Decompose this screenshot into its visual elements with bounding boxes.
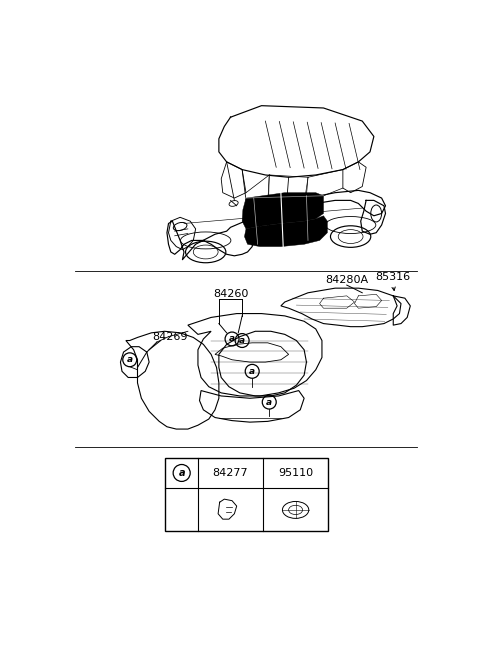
Text: a: a xyxy=(266,398,272,407)
Text: 85316: 85316 xyxy=(376,272,411,282)
Text: a: a xyxy=(249,367,255,376)
Text: a: a xyxy=(229,335,235,344)
Polygon shape xyxy=(242,193,324,229)
Text: a: a xyxy=(239,336,245,345)
Text: 84280A: 84280A xyxy=(325,276,368,285)
Text: 84260: 84260 xyxy=(213,289,248,299)
Text: 84277: 84277 xyxy=(213,468,248,478)
Bar xyxy=(166,458,328,531)
Text: a: a xyxy=(179,468,185,478)
Text: a: a xyxy=(127,356,133,364)
Text: 95110: 95110 xyxy=(278,468,313,478)
Text: 84269: 84269 xyxy=(152,332,188,342)
Polygon shape xyxy=(244,216,327,247)
